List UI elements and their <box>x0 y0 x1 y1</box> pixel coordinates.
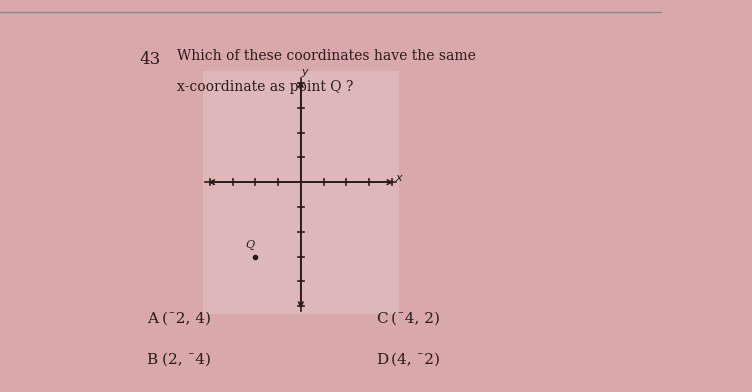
Text: (¯2, 4): (¯2, 4) <box>162 312 211 326</box>
Text: (2, ¯4): (2, ¯4) <box>162 353 211 367</box>
Text: Q: Q <box>245 240 254 250</box>
Text: 43: 43 <box>139 51 160 68</box>
Text: (4, ¯2): (4, ¯2) <box>391 353 440 367</box>
Text: (¯4, 2): (¯4, 2) <box>391 312 440 326</box>
Text: y: y <box>302 67 308 77</box>
Text: Which of these coordinates have the same: Which of these coordinates have the same <box>177 49 475 63</box>
Text: x: x <box>395 173 402 183</box>
Text: A: A <box>147 312 158 326</box>
Text: x-coordinate as point Q ?: x-coordinate as point Q ? <box>177 80 353 94</box>
Text: C: C <box>376 312 387 326</box>
Text: D: D <box>376 353 388 367</box>
Text: B: B <box>147 353 158 367</box>
